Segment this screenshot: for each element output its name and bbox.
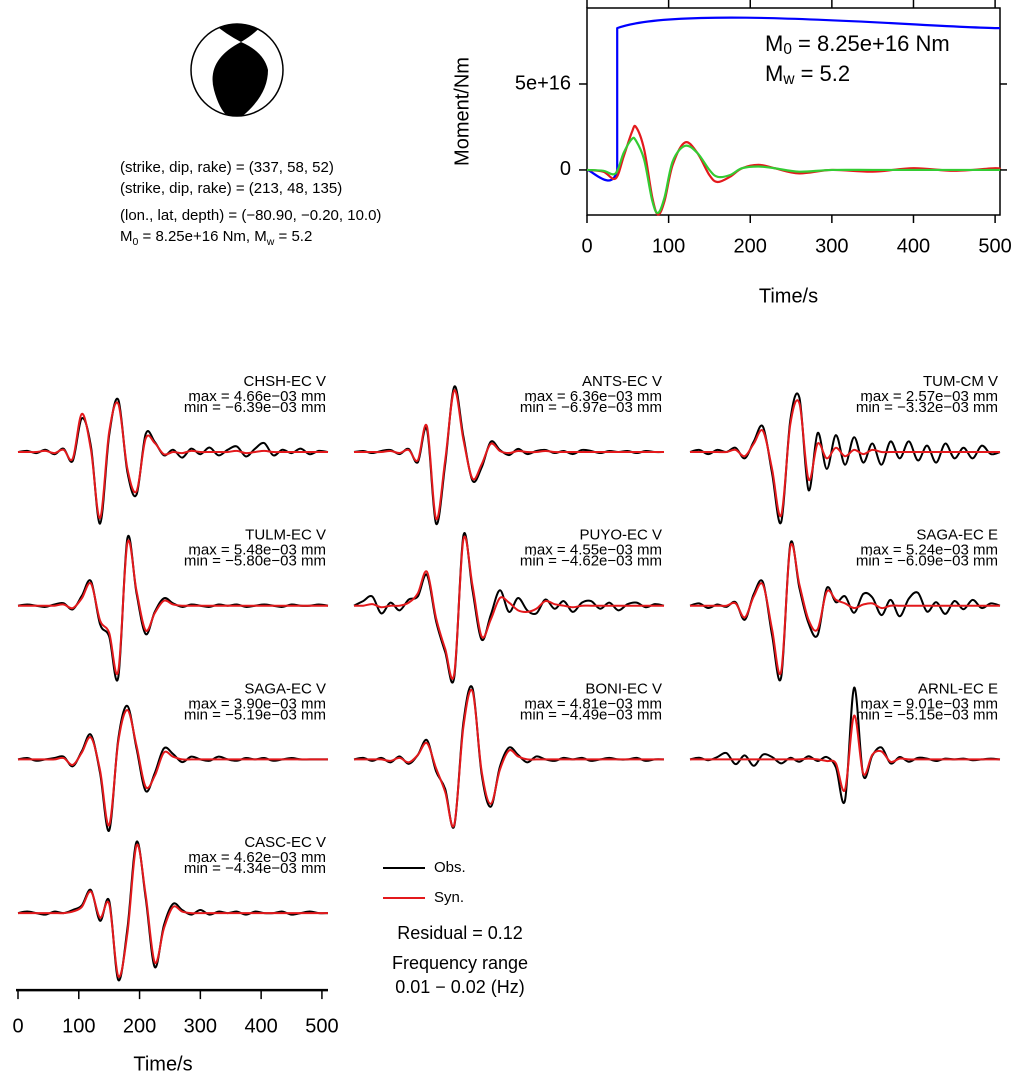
nodal-plane: (strike, dip, rake) = (213, 48, 135) xyxy=(120,180,342,197)
figure: (strike, dip, rake) = (337, 58, 52) (str… xyxy=(0,0,1013,1079)
subscript: w xyxy=(782,71,795,88)
x-tick-label: 400 xyxy=(244,1015,277,1037)
min-label: min = −4.34e−03 mm xyxy=(184,860,326,877)
text-part: M xyxy=(765,61,783,86)
observed-trace xyxy=(18,399,328,524)
legend-label: Obs. xyxy=(434,859,466,876)
subscript: 0 xyxy=(783,41,792,58)
text-part: M xyxy=(120,228,133,245)
x-tick-label: 200 xyxy=(123,1015,156,1037)
x-tick-label: 300 xyxy=(184,1015,217,1037)
x-tick-label: 200 xyxy=(734,235,767,257)
y-tick-label: 5e+16 xyxy=(515,72,571,94)
min-label: min = −5.80e−03 mm xyxy=(184,553,326,570)
synthetic-trace xyxy=(18,402,328,518)
frequency-title: Frequency range xyxy=(392,953,528,973)
y-tick-label: 0 xyxy=(560,158,571,180)
x-tick-label: 0 xyxy=(581,235,592,257)
min-label: min = −4.62e−03 mm xyxy=(520,553,662,570)
x-tick-label: 500 xyxy=(978,235,1011,257)
residual: Residual = 0.12 xyxy=(397,923,523,943)
frequency-range: 0.01 − 0.02 (Hz) xyxy=(395,977,525,997)
text-part: = 5.2 xyxy=(794,61,850,86)
synthetic-trace xyxy=(18,710,328,825)
location: (lon., lat, depth) = (−80.90, −0.20, 10.… xyxy=(120,207,381,224)
x-axis-label: Time/s xyxy=(133,1053,192,1075)
min-label: min = −4.49e−03 mm xyxy=(520,706,662,723)
min-label: min = −5.15e−03 mm xyxy=(856,706,998,723)
text-part: = 5.2 xyxy=(274,228,312,245)
nodal-plane: (strike, dip, rake) = (337, 58, 52) xyxy=(120,159,334,176)
annotation: M0 = 8.25e+16 Nm xyxy=(765,31,950,58)
legend: Obs. Syn. xyxy=(383,859,466,906)
min-label: min = −6.97e−03 mm xyxy=(520,399,662,416)
beachball xyxy=(191,20,283,118)
x-tick-label: 100 xyxy=(62,1015,95,1037)
x-tick-label: 0 xyxy=(12,1015,23,1037)
min-label: min = −6.39e−03 mm xyxy=(184,399,326,416)
min-label: min = −6.09e−03 mm xyxy=(856,553,998,570)
text-part: M xyxy=(765,31,783,56)
min-label: min = −5.19e−03 mm xyxy=(184,706,326,723)
x-tick-label: 400 xyxy=(897,235,930,257)
text-part: = 8.25e+16 Nm xyxy=(792,31,950,56)
observed-trace xyxy=(18,706,328,831)
moment-line: M0 = 8.25e+16 Nm, Mw = 5.2 xyxy=(120,228,312,248)
synthetic-trace xyxy=(690,716,1000,791)
legend-label: Syn. xyxy=(434,889,464,906)
annotation: Mw = 5.2 xyxy=(765,61,850,88)
x-axis-label: Time/s xyxy=(759,285,818,307)
x-tick-label: 500 xyxy=(305,1015,338,1037)
x-tick-label: 300 xyxy=(815,235,848,257)
min-label: min = −3.32e−03 mm xyxy=(856,399,998,416)
x-tick-label: 100 xyxy=(652,235,685,257)
y-axis-label: Moment/Nm xyxy=(451,57,473,166)
text-part: = 8.25e+16 Nm, M xyxy=(138,228,266,245)
